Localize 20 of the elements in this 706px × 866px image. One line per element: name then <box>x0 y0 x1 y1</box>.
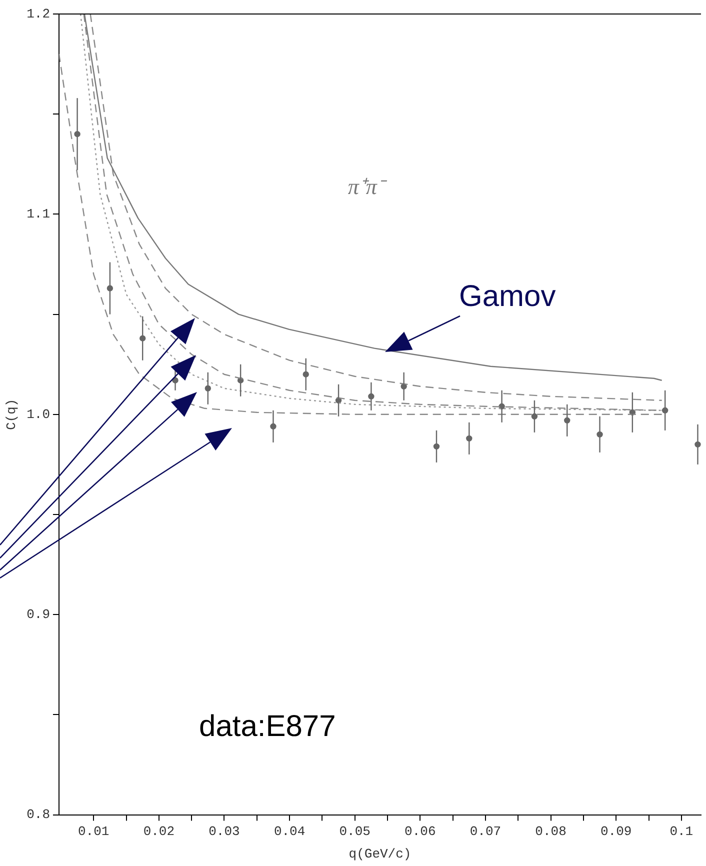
x-tick-label: 0.08 <box>535 824 566 840</box>
y-axis-title: C(q) <box>4 398 20 430</box>
y-tick-label: 1.0 <box>26 406 50 422</box>
x-tick-label: 0.05 <box>339 824 370 840</box>
x-axis-title: q(GeV/c) <box>348 846 412 862</box>
annotation: data:E877 <box>199 710 336 743</box>
x-tick-label: 0.1 <box>670 824 694 840</box>
y-tick-label: 0.9 <box>26 607 50 622</box>
x-tick-label: 0.06 <box>404 824 436 840</box>
x-tick-label: 0.04 <box>274 824 306 840</box>
x-tick-label: 0.01 <box>78 824 110 840</box>
x-tick-label: 0.03 <box>208 824 240 840</box>
y-tick-label: 1.1 <box>26 206 50 222</box>
x-tick-label: 0.09 <box>600 824 632 840</box>
x-tick-label: 0.02 <box>143 824 175 840</box>
y-tick-label: 1.2 <box>26 6 50 22</box>
annotation: Gamov <box>459 280 556 313</box>
y-tick-label: 0.8 <box>26 807 50 822</box>
annotation: π⁺π⁻ <box>348 174 388 199</box>
x-tick-label: 0.07 <box>470 824 502 840</box>
